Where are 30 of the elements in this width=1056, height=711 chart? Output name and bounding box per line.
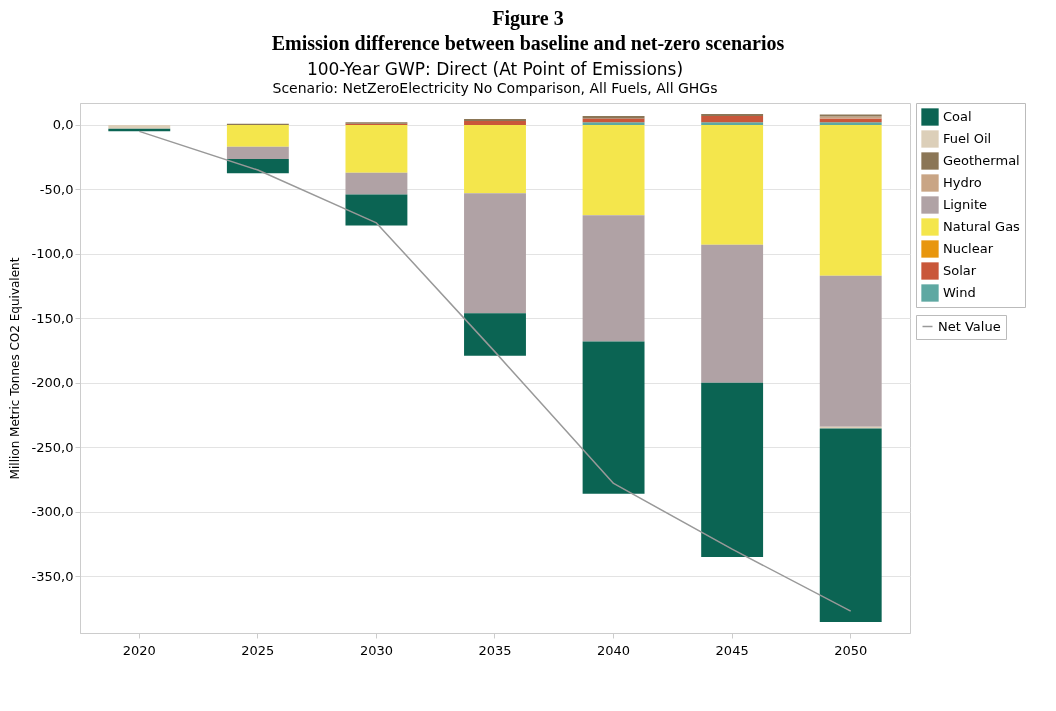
y-tick-label: -250,0 xyxy=(31,439,74,455)
x-tick-label: 2025 xyxy=(241,642,275,658)
legend-label: Net Value xyxy=(938,318,1001,334)
legend-label: Solar xyxy=(943,263,977,278)
legend-label: Geothermal xyxy=(943,153,1020,168)
chart-subtitle: Emission difference between baseline and net-zero scenarios xyxy=(270,31,786,56)
y-tick-label: -300,0 xyxy=(31,504,74,520)
legend-label: Wind xyxy=(943,285,976,300)
x-tick-label: 2040 xyxy=(597,642,631,658)
text: Scenario: NetZeroElectricity No Comparison, All Fuels, All GHGs xyxy=(272,79,718,96)
y-tick-label: 0,0 xyxy=(52,117,74,133)
legend-label: Natural Gas xyxy=(943,219,1021,234)
x-tick-label: 2030 xyxy=(359,642,393,658)
legend-label: Fuel Oil xyxy=(943,131,992,146)
legend-label: Lignite xyxy=(943,197,988,212)
y-tick-label: -50,0 xyxy=(39,181,74,197)
y-tick-label: -350,0 xyxy=(31,568,74,584)
x-tick-label: 2035 xyxy=(478,642,512,658)
legend-label: Hydro xyxy=(943,175,982,190)
legend-label: Coal xyxy=(943,109,972,124)
y-tick-label: -200,0 xyxy=(31,375,74,391)
x-tick-label: 2045 xyxy=(715,642,749,658)
x-tick-label: 2020 xyxy=(122,642,156,658)
x-tick-label: 2050 xyxy=(834,642,868,658)
y-axis-title: Million Metric Tonnes CO2 Equivalent xyxy=(7,257,22,480)
chart-title: Figure 3 xyxy=(491,6,565,31)
text: 100-Year GWP: Direct (At Point of Emissions) xyxy=(306,58,684,79)
y-tick-label: -100,0 xyxy=(31,246,74,262)
y-tick-label: -150,0 xyxy=(31,310,74,326)
legend-label: Nuclear xyxy=(943,241,994,256)
